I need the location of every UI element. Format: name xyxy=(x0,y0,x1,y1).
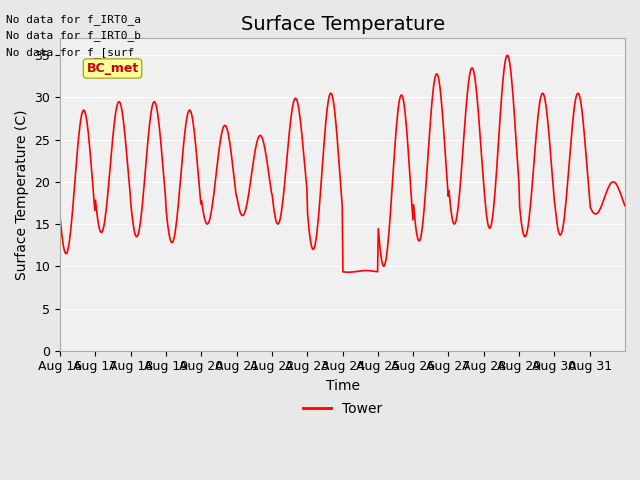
Tower xyxy=(504,52,511,58)
Text: BC_met: BC_met xyxy=(86,62,139,75)
Y-axis label: Surface Temperature (C): Surface Temperature (C) xyxy=(15,109,29,280)
Text: No data for f_IRT0_b: No data for f_IRT0_b xyxy=(6,30,141,41)
Tower xyxy=(400,99,408,105)
Tower xyxy=(621,203,629,209)
Tower xyxy=(417,235,424,240)
Text: No data for f_IRT0_a: No data for f_IRT0_a xyxy=(6,13,141,24)
Line: Tower: Tower xyxy=(60,55,625,272)
Tower xyxy=(56,215,64,221)
Tower xyxy=(345,269,353,275)
Tower xyxy=(385,230,393,236)
Tower xyxy=(485,225,493,231)
Tower xyxy=(544,120,552,126)
Tower xyxy=(91,207,99,213)
Title: Surface Temperature: Surface Temperature xyxy=(241,15,445,34)
Legend: Tower: Tower xyxy=(298,397,388,422)
X-axis label: Time: Time xyxy=(326,379,360,393)
Text: No data for f_[surf: No data for f_[surf xyxy=(6,47,134,58)
